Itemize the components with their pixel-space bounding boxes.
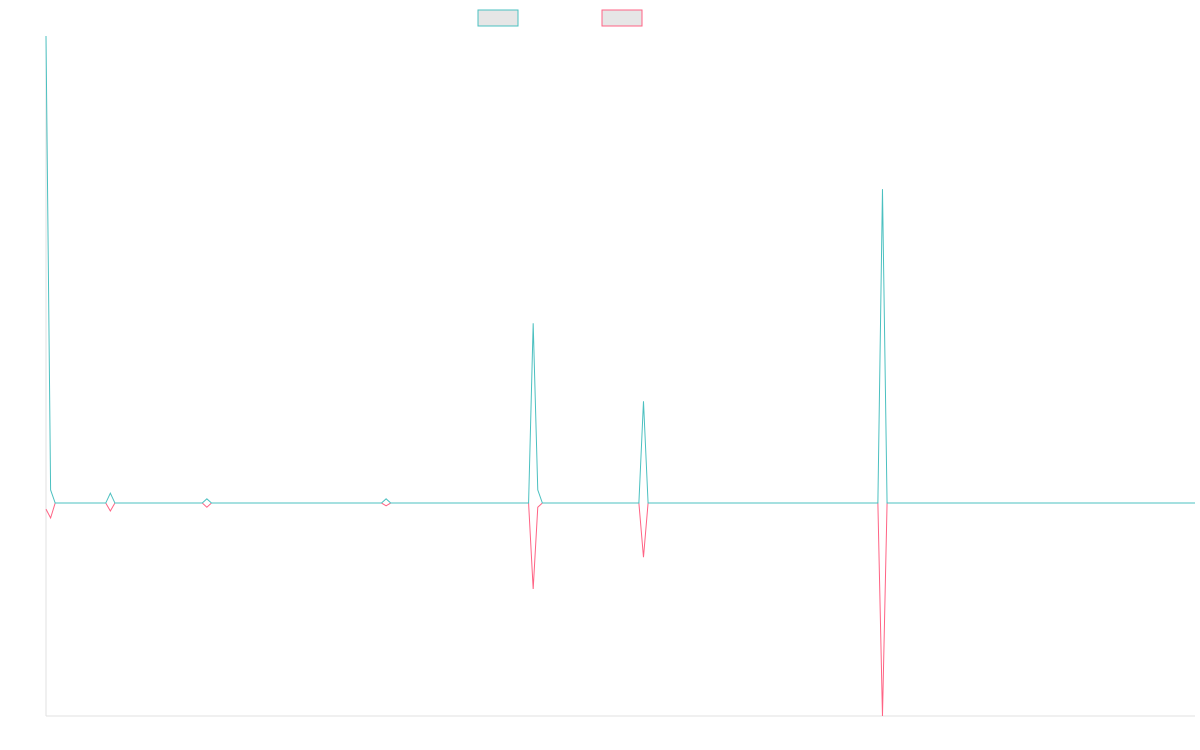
legend-swatch[interactable]	[477, 9, 519, 27]
series-line	[45, 502, 1195, 717]
legend-swatch[interactable]	[601, 9, 643, 27]
series-line	[45, 35, 1195, 504]
